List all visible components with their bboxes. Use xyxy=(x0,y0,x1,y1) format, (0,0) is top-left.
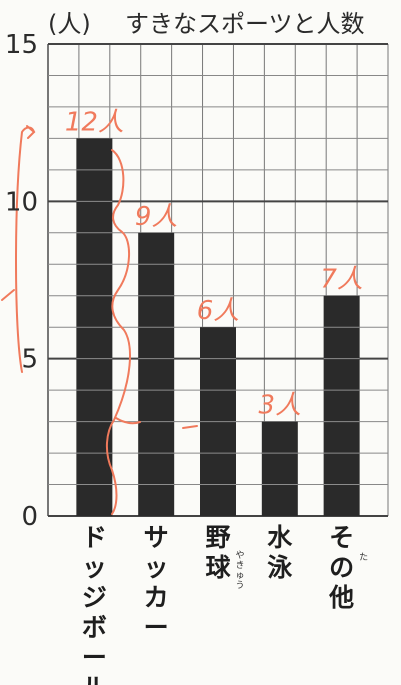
category-label: 野球 xyxy=(205,523,231,582)
brace-12 xyxy=(106,149,131,515)
bar xyxy=(261,421,298,516)
handwritten-annotations xyxy=(1,125,198,515)
bar xyxy=(323,295,360,516)
y-tick-label: 10 xyxy=(5,187,38,217)
data-label: 9人 xyxy=(135,202,178,232)
data-label: 7人 xyxy=(320,265,363,295)
left-bracket-arrow xyxy=(26,125,36,139)
data-label: 6人 xyxy=(197,296,240,326)
category-label: その他 xyxy=(328,523,354,612)
bar xyxy=(138,232,175,517)
data-label: 3人 xyxy=(259,391,302,421)
y-tick-label: 15 xyxy=(5,30,38,60)
data-label: 12人 xyxy=(65,107,124,137)
category-label: 水泳 xyxy=(267,523,293,582)
y-tick-label: 0 xyxy=(21,502,38,532)
dash-mark xyxy=(182,425,198,429)
category-label: サッカー xyxy=(144,523,169,642)
category-ruby: やきゅう xyxy=(235,550,244,591)
brace-tick xyxy=(115,417,141,425)
left-tick xyxy=(1,289,15,301)
y-unit-label: (人) xyxy=(48,10,91,38)
category-label: ドッジボール xyxy=(82,523,107,685)
left-bracket xyxy=(15,126,35,373)
chart-bars xyxy=(76,138,360,517)
category-ruby: た xyxy=(359,552,368,563)
y-tick-label: 5 xyxy=(21,345,38,375)
chart-title: すきなスポーツと人数 xyxy=(125,10,365,38)
